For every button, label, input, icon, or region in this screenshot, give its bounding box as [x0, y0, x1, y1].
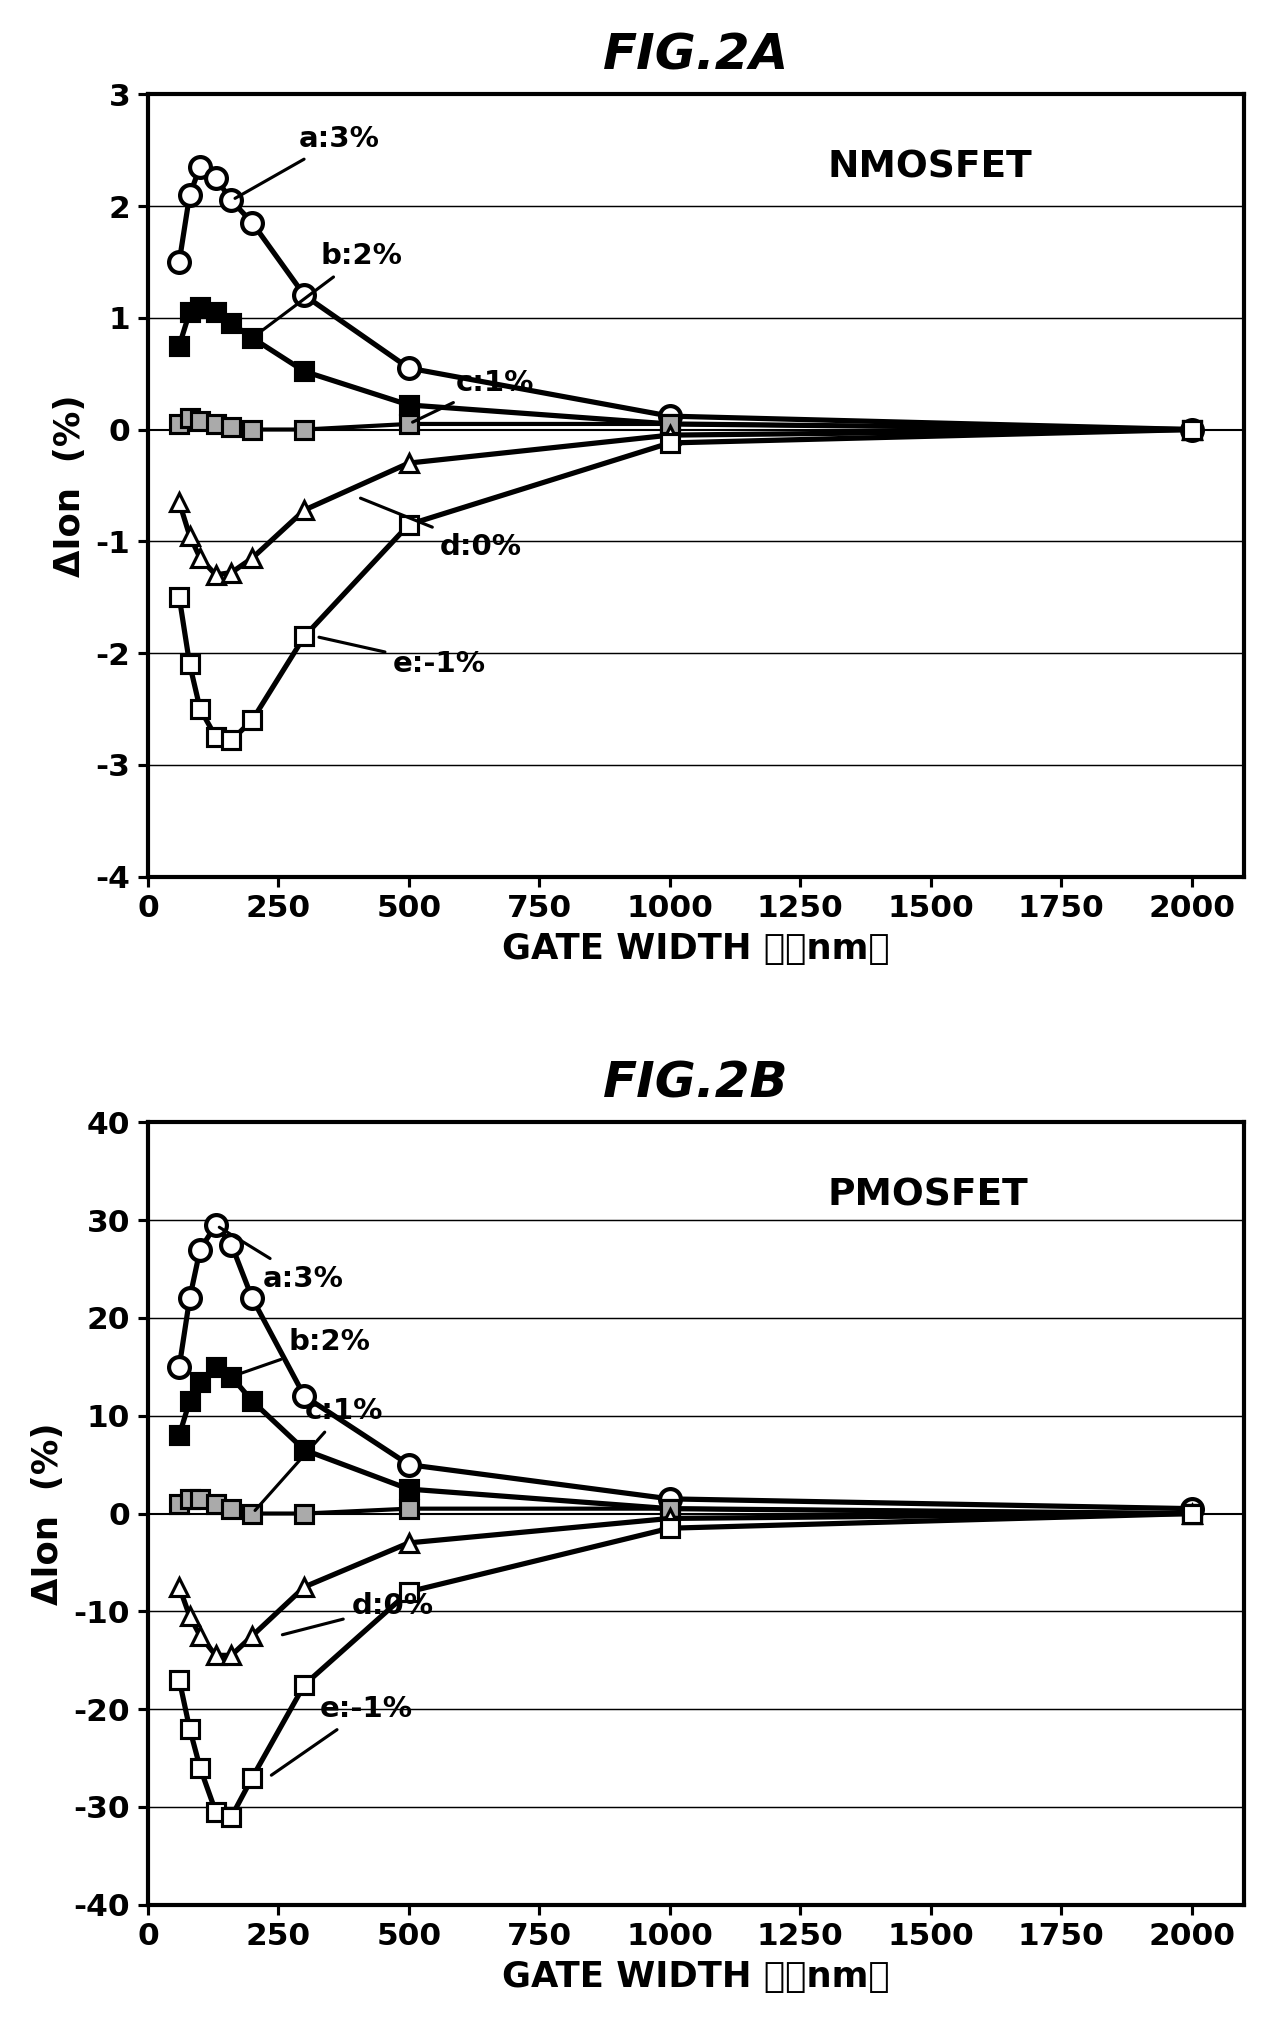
Y-axis label: ΔIon  (%): ΔIon (%)	[32, 1422, 65, 1604]
Text: d:0%: d:0%	[361, 498, 523, 561]
Text: d:0%: d:0%	[282, 1592, 434, 1634]
Text: PMOSFET: PMOSFET	[827, 1177, 1028, 1213]
Y-axis label: ΔIon  (%): ΔIon (%)	[54, 395, 87, 577]
Text: e:-1%: e:-1%	[319, 638, 486, 678]
Text: b:2%: b:2%	[255, 243, 402, 336]
Title: FIG.2B: FIG.2B	[603, 1059, 789, 1108]
Text: b:2%: b:2%	[236, 1328, 371, 1375]
Text: c:1%: c:1%	[255, 1397, 382, 1511]
Text: a:3%: a:3%	[219, 1227, 343, 1292]
Text: a:3%: a:3%	[235, 126, 380, 198]
X-axis label: GATE WIDTH 　（nm）: GATE WIDTH （nm）	[502, 1960, 890, 1995]
Text: NMOSFET: NMOSFET	[827, 150, 1031, 184]
X-axis label: GATE WIDTH 　（nm）: GATE WIDTH （nm）	[502, 932, 890, 966]
Text: c:1%: c:1%	[413, 369, 534, 421]
Title: FIG.2A: FIG.2A	[603, 30, 789, 79]
Text: e:-1%: e:-1%	[272, 1695, 413, 1776]
